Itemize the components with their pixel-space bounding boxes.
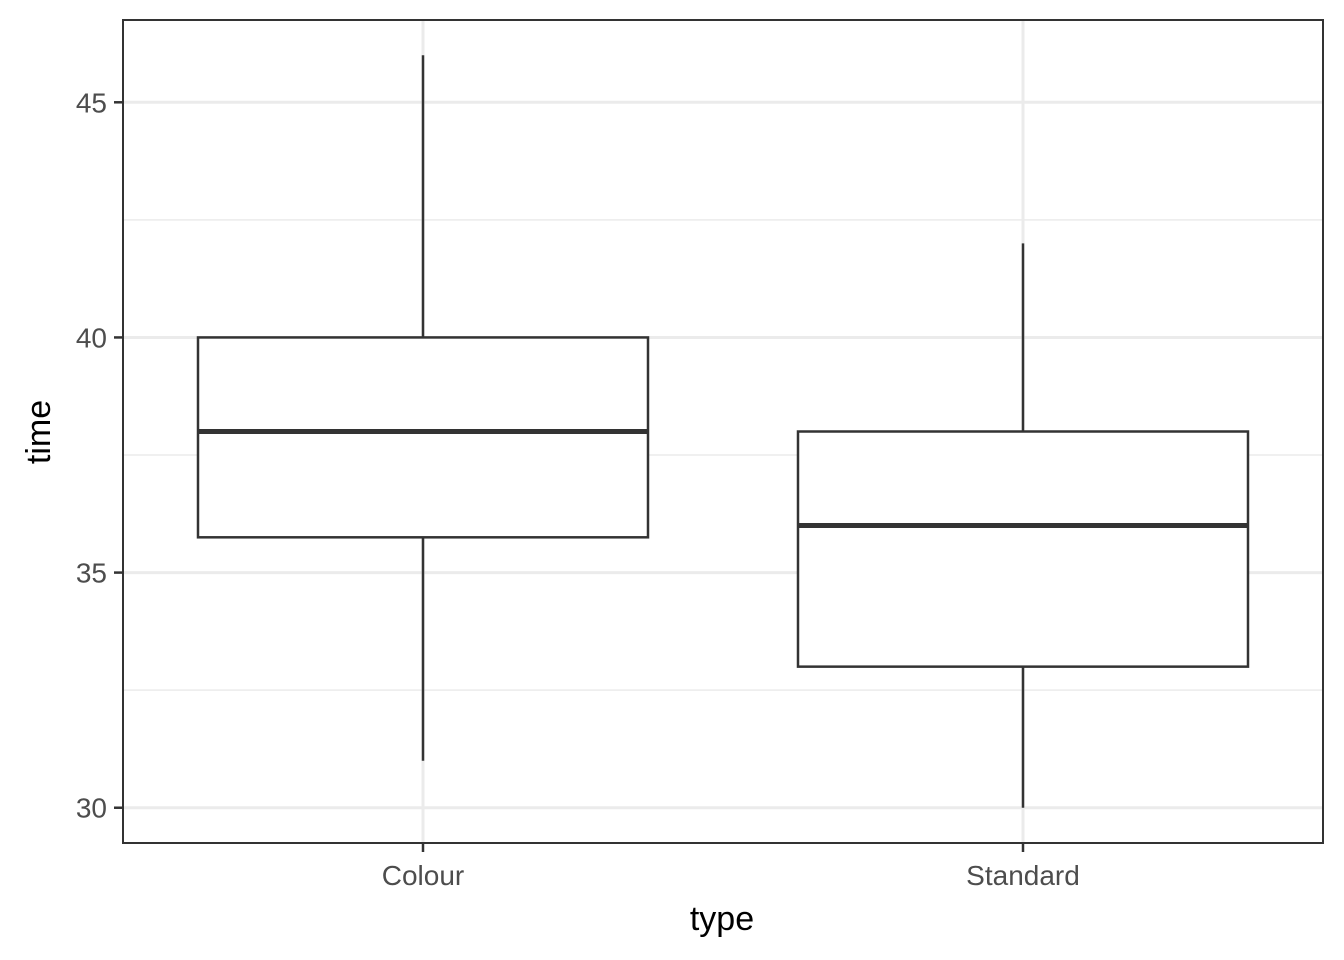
axis-ticks bbox=[114, 101, 1025, 852]
y-tick-label: 35 bbox=[76, 558, 107, 589]
y-axis-title: time bbox=[20, 400, 58, 464]
x-tick-label: Standard bbox=[966, 860, 1080, 891]
box-iqr bbox=[796, 430, 1250, 668]
y-tick-label: 30 bbox=[76, 793, 107, 824]
y-axis-tick-labels: 30 35 40 45 bbox=[76, 87, 107, 823]
box-iqr bbox=[196, 336, 650, 539]
y-tick-label: 45 bbox=[76, 87, 107, 118]
box-colour bbox=[196, 55, 650, 761]
x-axis-title: type bbox=[690, 900, 754, 938]
x-axis-tick-labels: Colour Standard bbox=[382, 860, 1080, 891]
panel-border bbox=[122, 19, 1324, 844]
box-standard bbox=[796, 243, 1250, 808]
y-tick-label: 40 bbox=[76, 322, 107, 353]
box-series bbox=[196, 55, 1250, 808]
x-tick-label: Colour bbox=[382, 860, 464, 891]
